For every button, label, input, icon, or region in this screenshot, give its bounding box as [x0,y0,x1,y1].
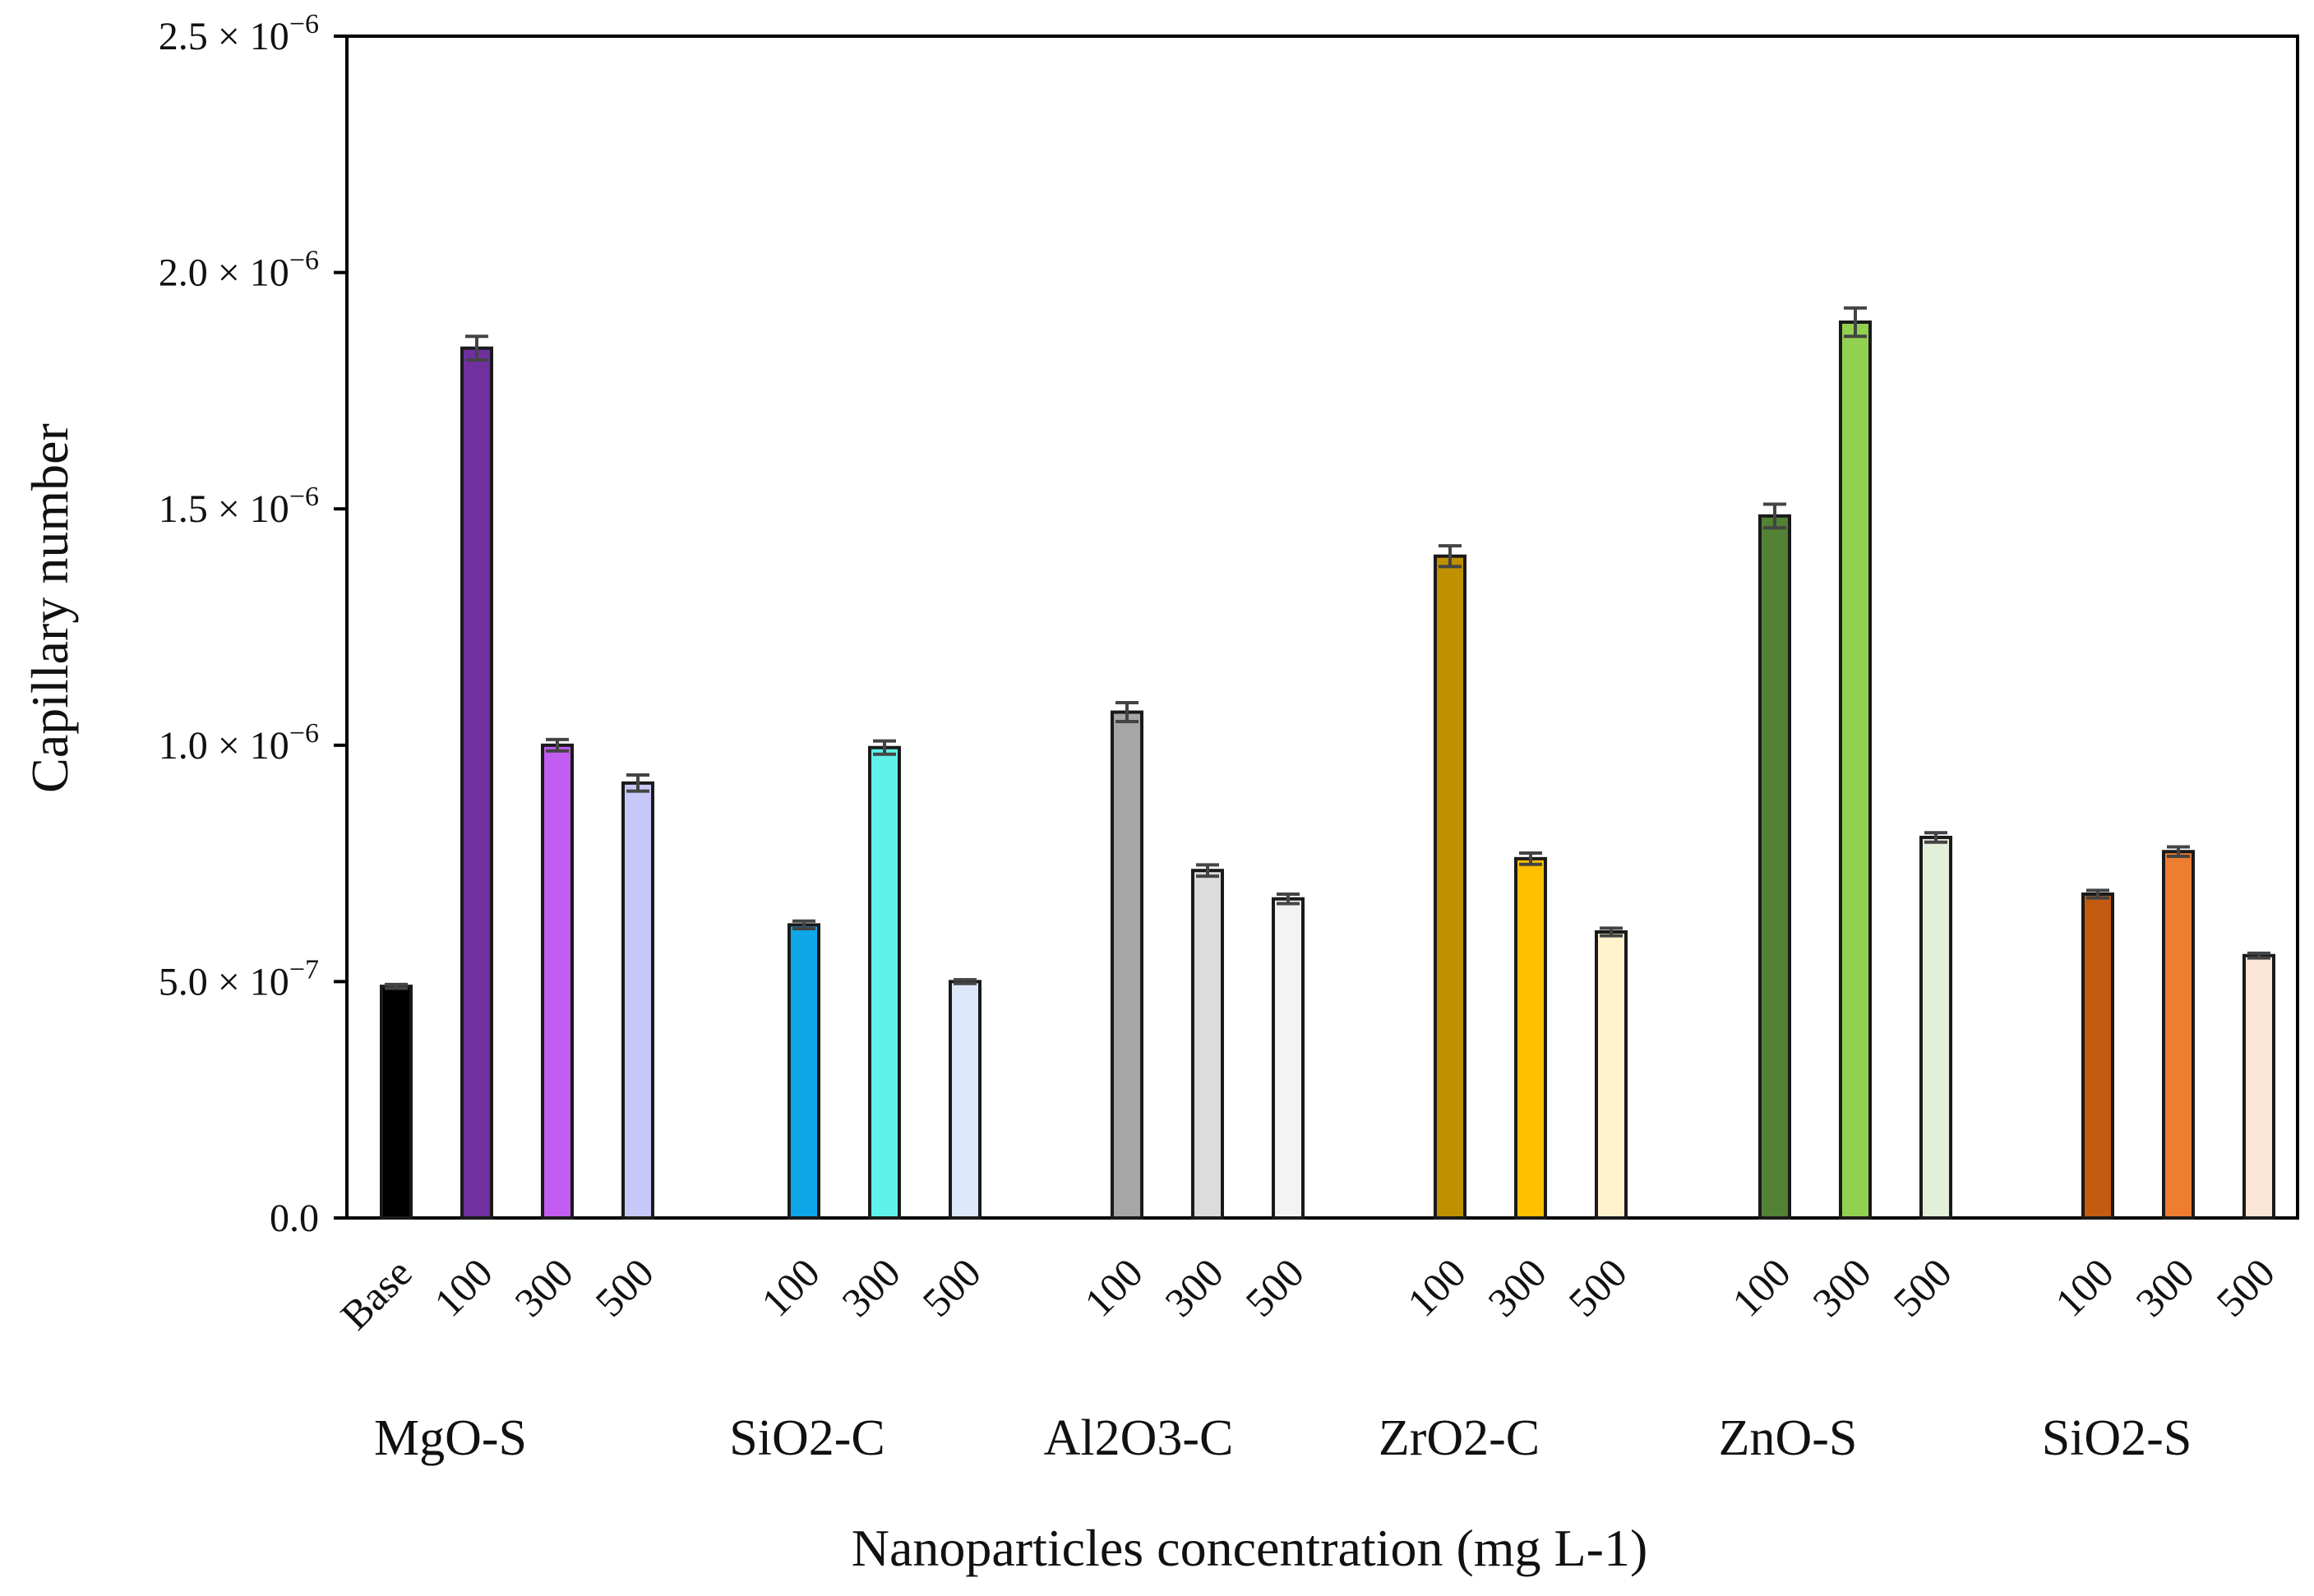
y-tick-label: 2.5 × 10−6 [159,9,319,58]
y-tick-exponent: −6 [289,718,319,749]
bar-group-zno-s [1758,306,1952,1220]
y-tick-label: 1.5 × 10−6 [159,482,319,531]
x-category-label: 300 [833,1249,909,1326]
y-tick-exponent: −6 [289,482,319,512]
x-axis-category-labels: Base 100 300 500 100 300 500 100 300 500 100 300 500… [331,1249,2283,1338]
x-axis-group-labels: MgO-S SiO2-C Al2O3-C ZrO2-C ZnO-S SiO2-S [374,1410,2192,1466]
x-axis-title: Nanoparticles concentration (mg L-1) [852,1519,1648,1577]
x-category-label: 100 [1075,1249,1152,1326]
bar-sio2-s-300 [2162,850,2195,1220]
bar-al2o3-c-300 [1191,869,1224,1220]
x-category-label: 500 [1884,1249,1961,1326]
y-tick-label: 5.0 × 10−7 [159,954,319,1003]
x-category-label: 500 [2207,1249,2284,1326]
group-label-sio2-s: SiO2-S [2042,1410,2192,1466]
bar-sio2-s-100 [2081,892,2114,1220]
x-category-label: 300 [506,1249,582,1326]
x-category-label: 500 [1559,1249,1636,1326]
bar-zro2-c-100 [1434,554,1466,1220]
bar-mgo-s-100 [460,346,493,1220]
group-label-zno-s: ZnO-S [1719,1410,1858,1466]
y-axis: 0.0 5.0 × 10−7 1.0 × 10−6 1.5 × 10−6 2.0 × 1… [159,9,347,1240]
bar-sio2-s-500 [2242,953,2275,1220]
bar-zro2-c-300 [1514,856,1547,1220]
bar-mgo-s-500 [621,781,654,1220]
y-tick-exponent: −6 [289,9,319,39]
bar-mgo-s-300 [541,743,574,1220]
x-category-label: 300 [2127,1249,2203,1326]
bar-al2o3-c-500 [1272,897,1305,1220]
x-category-label: 100 [2046,1249,2122,1326]
bar-zro2-c-500 [1595,930,1628,1220]
bar-group-al2o3-c [1111,701,1305,1220]
bar-group-sio2-s [2081,845,2275,1220]
x-category-label: Base [331,1249,420,1338]
x-category-label: 100 [425,1249,501,1326]
x-category-label: 500 [1236,1249,1313,1326]
group-label-sio2-c: SiO2-C [729,1410,884,1466]
bar-series [380,306,2275,1220]
bar-sio2-c-500 [949,980,981,1220]
x-category-label: 500 [913,1249,990,1326]
y-tick-exponent: −6 [289,246,319,276]
y-axis-title: Capillary number [21,423,79,793]
x-category-label: 300 [1479,1249,1555,1326]
x-category-label: 100 [752,1249,829,1326]
bar-group-sio2-c [787,739,981,1220]
plot-border [345,35,2299,1220]
group-label-zro2-c: ZrO2-C [1379,1410,1540,1466]
bar-mgo-s-base [380,985,413,1220]
y-tick-label: 1.0 × 10−6 [159,718,319,768]
bar-group-zro2-c [1434,544,1628,1220]
bar-zno-s-100 [1758,514,1791,1220]
plot-frame [345,35,2299,1220]
bar-zno-s-300 [1839,320,1872,1220]
x-category-label: 100 [1723,1249,1799,1326]
y-tick-label: 2.0 × 10−6 [159,246,319,295]
x-category-label: 500 [586,1249,663,1326]
bar-sio2-c-100 [787,923,820,1220]
bar-al2o3-c-100 [1111,710,1143,1220]
bar-group-mgo-s [380,334,654,1220]
y-tick-exponent: −7 [289,954,319,985]
group-label-al2o3-c: Al2O3-C [1044,1410,1234,1466]
group-label-mgo-s: MgO-S [374,1410,527,1466]
bar-sio2-c-300 [868,745,901,1220]
bar-zno-s-500 [1919,835,1952,1220]
x-category-label: 100 [1398,1249,1475,1326]
x-category-label: 300 [1156,1249,1232,1326]
y-tick-label: 0.0 [270,1197,319,1240]
x-category-label: 300 [1804,1249,1880,1326]
